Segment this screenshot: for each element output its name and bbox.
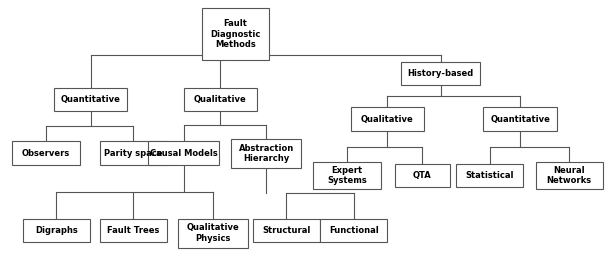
FancyBboxPatch shape bbox=[148, 141, 219, 165]
FancyBboxPatch shape bbox=[456, 164, 523, 187]
Text: Abstraction
Hierarchy: Abstraction Hierarchy bbox=[239, 144, 294, 163]
FancyBboxPatch shape bbox=[320, 219, 387, 242]
Text: Qualitative: Qualitative bbox=[361, 115, 414, 124]
Text: Parity space: Parity space bbox=[104, 149, 163, 158]
FancyBboxPatch shape bbox=[54, 88, 127, 111]
FancyBboxPatch shape bbox=[184, 88, 257, 111]
FancyBboxPatch shape bbox=[313, 162, 381, 189]
Text: Digraphs: Digraphs bbox=[35, 226, 78, 235]
FancyBboxPatch shape bbox=[253, 219, 320, 242]
Text: Causal Models: Causal Models bbox=[150, 149, 217, 158]
Text: History-based: History-based bbox=[408, 69, 474, 78]
Text: Qualitative
Physics: Qualitative Physics bbox=[187, 223, 239, 243]
Text: Fault Trees: Fault Trees bbox=[107, 226, 160, 235]
FancyBboxPatch shape bbox=[401, 62, 480, 85]
Text: Neural
Networks: Neural Networks bbox=[547, 166, 592, 185]
FancyBboxPatch shape bbox=[231, 139, 301, 168]
Text: Functional: Functional bbox=[329, 226, 379, 235]
FancyBboxPatch shape bbox=[100, 141, 167, 165]
FancyBboxPatch shape bbox=[483, 107, 557, 131]
FancyBboxPatch shape bbox=[202, 8, 269, 60]
Text: Quantitative: Quantitative bbox=[61, 95, 121, 104]
Text: Statistical: Statistical bbox=[465, 171, 514, 180]
Text: Observers: Observers bbox=[22, 149, 70, 158]
Text: Fault
Diagnostic
Methods: Fault Diagnostic Methods bbox=[211, 19, 261, 49]
Text: Expert
Systems: Expert Systems bbox=[327, 166, 367, 185]
FancyBboxPatch shape bbox=[100, 219, 167, 242]
FancyBboxPatch shape bbox=[178, 219, 248, 248]
Text: Structural: Structural bbox=[262, 226, 311, 235]
Text: QTA: QTA bbox=[413, 171, 431, 180]
FancyBboxPatch shape bbox=[23, 219, 90, 242]
FancyBboxPatch shape bbox=[351, 107, 424, 131]
FancyBboxPatch shape bbox=[395, 164, 450, 187]
Text: Quantitative: Quantitative bbox=[490, 115, 550, 124]
FancyBboxPatch shape bbox=[12, 141, 80, 165]
Text: Qualitative: Qualitative bbox=[194, 95, 247, 104]
FancyBboxPatch shape bbox=[536, 162, 603, 189]
